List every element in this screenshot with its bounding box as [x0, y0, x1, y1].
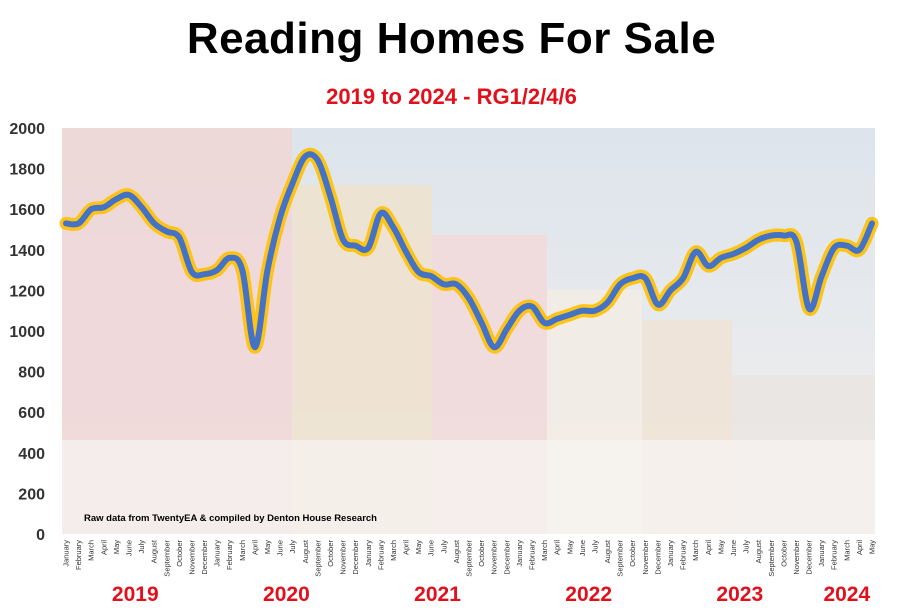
x-tick-label: May — [112, 540, 121, 554]
x-tick-label: May — [716, 540, 725, 554]
x-tick-label: February — [830, 540, 839, 570]
year-label: 2020 — [263, 583, 310, 606]
x-tick-label: August — [301, 539, 310, 563]
x-tick-label: October — [779, 540, 788, 567]
x-tick-label: December — [351, 540, 360, 575]
x-tick-label: February — [679, 540, 688, 570]
x-tick-label: August — [754, 539, 763, 563]
x-tick-label: July — [288, 540, 297, 554]
x-tick-label: June — [276, 540, 285, 556]
x-tick-label: May — [414, 540, 423, 554]
x-tick-label: May — [868, 540, 877, 554]
y-tick-label: 600 — [18, 405, 45, 422]
y-tick-label: 800 — [18, 365, 45, 382]
background-photo — [62, 128, 875, 534]
x-tick-label: November — [339, 540, 348, 575]
year-label: 2024 — [823, 583, 870, 606]
year-label: 2022 — [565, 583, 612, 606]
year-label: 2023 — [716, 583, 763, 606]
y-tick-label: 400 — [18, 446, 45, 463]
x-tick-label: May — [263, 540, 272, 554]
x-tick-label: October — [326, 540, 335, 567]
x-tick-label: January — [817, 540, 826, 567]
x-tick-label: February — [74, 540, 83, 570]
y-tick-label: 1400 — [9, 243, 45, 260]
year-label: 2021 — [414, 583, 461, 606]
x-tick-label: April — [553, 540, 562, 555]
y-tick-label: 1000 — [9, 324, 45, 341]
x-tick-label: April — [855, 540, 864, 555]
x-tick-label: July — [590, 540, 599, 554]
x-tick-label: October — [175, 540, 184, 567]
x-tick-label: April — [704, 540, 713, 555]
x-tick-label: September — [767, 539, 776, 576]
series-line — [63, 151, 875, 351]
x-tick-label: January — [515, 540, 524, 567]
x-tick-label: September — [162, 539, 171, 576]
x-tick-label: March — [87, 540, 96, 561]
chart-subtitle: 2019 to 2024 - RG1/2/4/6 — [326, 84, 577, 109]
x-tick-label: November — [641, 540, 650, 575]
x-tick-label: October — [628, 540, 637, 567]
x-tick-label: March — [238, 540, 247, 561]
x-tick-label: August — [150, 539, 159, 563]
credit-text: Raw data from TwentyEA & compiled by Den… — [84, 513, 377, 524]
x-tick-label: April — [250, 540, 259, 555]
x-tick-label: February — [376, 540, 385, 570]
y-tick-label: 2000 — [9, 121, 45, 138]
x-tick-label: March — [540, 540, 549, 561]
x-tick-label: September — [616, 539, 625, 576]
x-tick-label: December — [502, 540, 511, 575]
x-tick-label: February — [225, 540, 234, 570]
x-tick-label: November — [792, 540, 801, 575]
y-tick-label: 0 — [36, 527, 45, 544]
x-tick-label: July — [439, 540, 448, 554]
x-tick-label: May — [565, 540, 574, 554]
x-tick-label: January — [213, 540, 222, 567]
chart-title: Reading Homes For Sale — [186, 14, 717, 63]
x-tick-label: August — [603, 539, 612, 563]
x-tick-label: July — [742, 540, 751, 554]
x-tick-label: September — [313, 539, 322, 576]
x-tick-label: June — [124, 540, 133, 556]
x-tick-label: December — [805, 540, 814, 575]
x-tick-label: March — [389, 540, 398, 561]
y-tick-label: 1800 — [9, 162, 45, 179]
x-tick-label: June — [427, 540, 436, 556]
x-tick-label: June — [578, 540, 587, 556]
x-tick-label: January — [666, 540, 675, 567]
x-tick-label: February — [527, 540, 536, 570]
x-tick-label: December — [653, 540, 662, 575]
x-tick-label: March — [691, 540, 700, 561]
x-tick-label: April — [99, 540, 108, 555]
year-label: 2019 — [112, 583, 159, 606]
x-tick-label: June — [729, 540, 738, 556]
x-tick-label: January — [62, 540, 71, 567]
x-tick-label: July — [137, 540, 146, 554]
x-tick-label: December — [200, 540, 209, 575]
x-tick-label: January — [364, 540, 373, 567]
y-tick-label: 1200 — [9, 283, 45, 300]
x-tick-label: October — [477, 540, 486, 567]
x-tick-label: August — [452, 539, 461, 563]
x-tick-label: November — [490, 540, 499, 575]
x-tick-label: March — [842, 540, 851, 561]
y-tick-label: 1600 — [9, 202, 45, 219]
x-tick-label: November — [187, 540, 196, 575]
x-tick-label: April — [402, 540, 411, 555]
y-tick-label: 200 — [18, 486, 45, 503]
x-tick-label: September — [465, 539, 474, 576]
